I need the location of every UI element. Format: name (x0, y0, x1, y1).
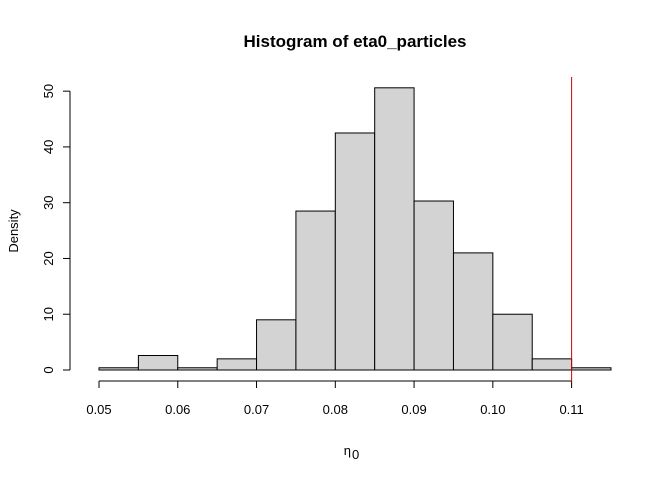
histogram-bar (531, 358, 573, 371)
x-tick-label: 0.11 (559, 402, 583, 417)
y-axis: 0 10 20 30 40 50 (41, 84, 71, 374)
histogram-bar (492, 313, 533, 371)
x-axis-label-subscript: 0 (352, 447, 359, 462)
histogram-bar (295, 210, 336, 371)
x-tick-label: 0.08 (323, 402, 348, 417)
chart-title: Histogram of eta0_particles (244, 32, 467, 51)
bars-layer (98, 87, 612, 371)
y-tick-label: 30 (41, 195, 56, 209)
x-tick-label: 0.05 (86, 402, 111, 417)
x-axis-label: η (344, 443, 351, 458)
x-tick-label: 0.09 (401, 402, 426, 417)
histogram-bar (571, 367, 612, 371)
histogram-bar (452, 252, 494, 371)
histogram-bar (177, 367, 218, 371)
histogram-bar (413, 200, 454, 371)
histogram-bar (216, 358, 258, 371)
histogram-bar (98, 367, 139, 371)
histogram-bar (374, 87, 415, 371)
x-tick-label: 0.06 (165, 402, 190, 417)
histogram-bar (137, 355, 179, 371)
y-tick-label: 0 (41, 366, 56, 373)
histogram-bar (256, 319, 297, 371)
y-tick-label: 50 (41, 84, 56, 98)
y-tick-label: 20 (41, 251, 56, 265)
x-tick-label: 0.07 (244, 402, 269, 417)
y-tick-label: 10 (41, 307, 56, 321)
histogram-bar (334, 132, 376, 371)
x-tick-label: 0.10 (480, 402, 505, 417)
x-axis: 0.05 0.06 0.07 0.08 0.09 0.10 0.11 (86, 380, 584, 417)
y-tick-label: 40 (41, 140, 56, 154)
y-axis-label: Density (6, 209, 21, 253)
